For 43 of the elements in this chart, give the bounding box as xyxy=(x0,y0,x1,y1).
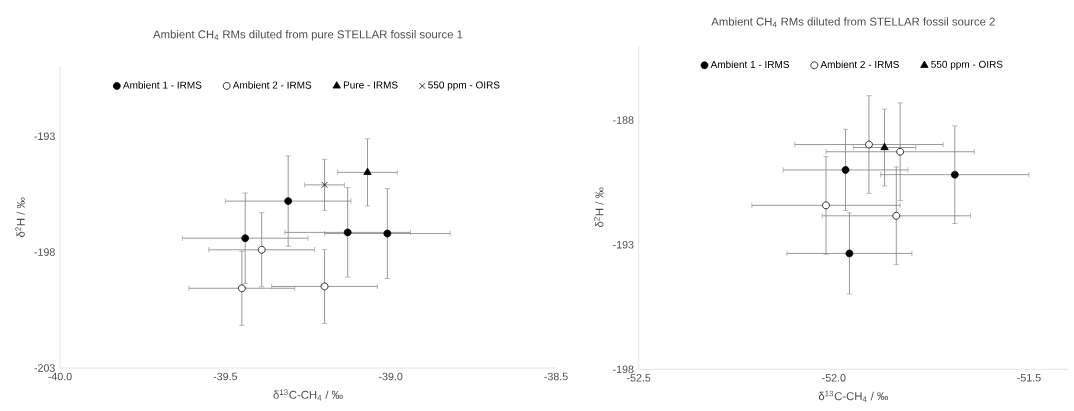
point xyxy=(845,249,854,258)
point xyxy=(241,234,250,243)
x-tick-label: -39.0 xyxy=(379,372,403,381)
chart-title: Ambient CH$_{4}$ RMs diluted from pure STELLAR fossil source 1 xyxy=(153,30,463,41)
point xyxy=(841,166,850,174)
point xyxy=(238,284,246,293)
legend-label: Ambient 2 - IRMS xyxy=(820,60,899,68)
y-axis-title: δ$^{2}$H / ‰ xyxy=(594,187,604,228)
point xyxy=(950,170,959,179)
point xyxy=(383,229,392,238)
legend-label: Ambient 1 - IRMS xyxy=(710,60,790,68)
x-tick-label: -39.5 xyxy=(213,372,238,381)
y-tick-label: -198 xyxy=(34,248,55,256)
x-tick-label: -40.0 xyxy=(48,372,72,381)
point xyxy=(880,142,889,151)
x-tick-label: -38.5 xyxy=(544,372,568,381)
point xyxy=(320,282,329,291)
y-tick-label: -193 xyxy=(34,132,55,140)
legend-label: Pure - IRMS xyxy=(343,81,398,89)
y-tick-label: -188 xyxy=(613,116,634,124)
point xyxy=(892,211,901,220)
point xyxy=(865,140,873,149)
y-tick-label: -193 xyxy=(613,240,634,249)
point xyxy=(822,201,830,210)
x-tick-label: -51.5 xyxy=(1017,374,1041,382)
point xyxy=(284,197,293,205)
point xyxy=(896,147,905,156)
point xyxy=(321,181,328,189)
x-axis-title: δ$^{13}$C-CH$_{4}$ / ‰ xyxy=(273,389,343,401)
x-tick-label: -52.0 xyxy=(822,374,846,382)
legend-label: Ambient 2 - IRMS xyxy=(232,81,312,89)
y-tick-label: -203 xyxy=(34,364,55,372)
point xyxy=(257,245,266,254)
legend-label: Ambient 1 - IRMS xyxy=(122,81,202,89)
y-axis-title: δ$^{2}$H / ‰ xyxy=(15,197,25,238)
x-tick-label: -52.5 xyxy=(627,374,651,382)
x-axis-title: δ$^{13}$C-CH$_{4}$ / ‰ xyxy=(818,390,889,402)
legend-label: 550 ppm - OIRS xyxy=(428,81,500,91)
chart-title: Ambient CH$_{4}$ RMs diluted from STELLAR fossil source 2 xyxy=(711,17,995,28)
point xyxy=(343,228,352,237)
legend-label: 550 ppm - OIRS xyxy=(931,60,1003,70)
point xyxy=(363,167,372,175)
y-tick-label: -198 xyxy=(613,365,634,374)
